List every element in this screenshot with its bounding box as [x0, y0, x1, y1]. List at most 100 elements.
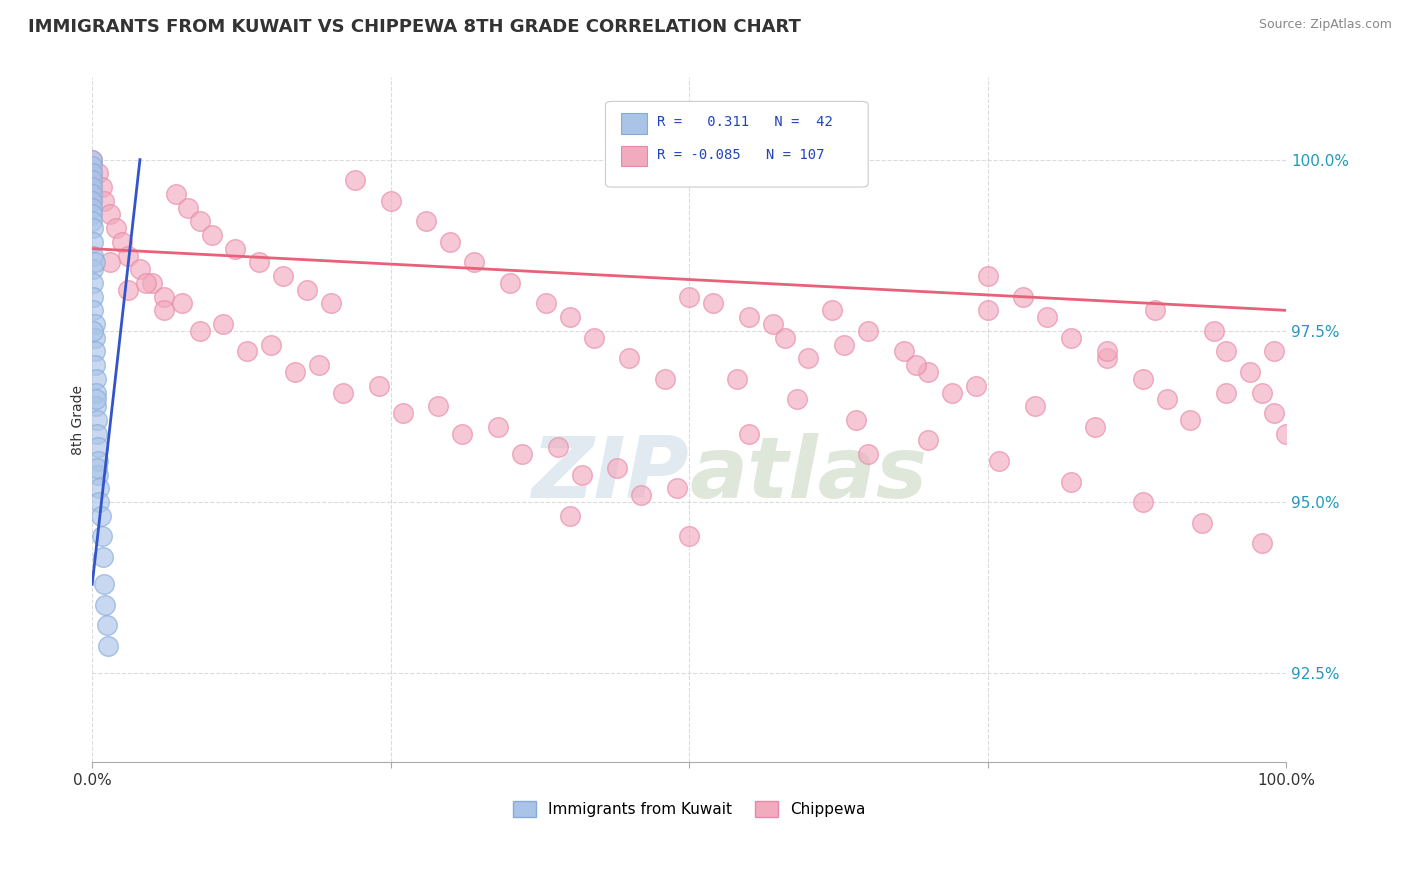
Point	[135, 276, 157, 290]
Point	[82, 166, 104, 180]
Point	[86, 426, 108, 441]
Point	[86, 413, 108, 427]
Point	[98, 255, 121, 269]
Point	[558, 508, 581, 523]
Point	[83, 331, 105, 345]
Point	[558, 310, 581, 325]
Bar	[621, 113, 647, 134]
Point	[111, 235, 134, 249]
Point	[82, 180, 104, 194]
Point	[1132, 495, 1154, 509]
Point	[212, 317, 235, 331]
Point	[367, 378, 389, 392]
Text: atlas: atlas	[689, 434, 927, 516]
Text: R =   0.311   N =  42: R = 0.311 N = 42	[657, 115, 832, 129]
Point	[82, 194, 104, 208]
Point	[117, 283, 139, 297]
Point	[105, 221, 128, 235]
Point	[260, 337, 283, 351]
Point	[87, 454, 110, 468]
Point	[82, 324, 104, 338]
Point	[1024, 399, 1046, 413]
Point	[82, 262, 104, 277]
Point	[83, 344, 105, 359]
Point	[797, 351, 820, 366]
Point	[1204, 324, 1226, 338]
Point	[832, 337, 855, 351]
Point	[319, 296, 342, 310]
Point	[284, 365, 307, 379]
Point	[619, 351, 641, 366]
Point	[1180, 413, 1202, 427]
Point	[82, 248, 104, 262]
Point	[1251, 536, 1274, 550]
Point	[547, 440, 569, 454]
Point	[82, 303, 104, 318]
Point	[1060, 331, 1083, 345]
Point	[84, 392, 107, 407]
Point	[534, 296, 557, 310]
Point	[83, 255, 105, 269]
Point	[86, 461, 108, 475]
Point	[82, 180, 104, 194]
Point	[1263, 344, 1285, 359]
Point	[654, 372, 676, 386]
Point	[98, 207, 121, 221]
Point	[451, 426, 474, 441]
Point	[856, 447, 879, 461]
Point	[332, 385, 354, 400]
Point	[380, 194, 402, 208]
Point	[343, 173, 366, 187]
Point	[725, 372, 748, 386]
Point	[678, 290, 700, 304]
Point	[904, 358, 927, 372]
Point	[821, 303, 844, 318]
Point	[93, 194, 115, 208]
Point	[965, 378, 987, 392]
Point	[1191, 516, 1213, 530]
Point	[486, 419, 509, 434]
Point	[976, 303, 998, 318]
Point	[82, 235, 104, 249]
Point	[82, 221, 104, 235]
Point	[82, 207, 104, 221]
Point	[1012, 290, 1035, 304]
Point	[82, 160, 104, 174]
Point	[1095, 344, 1118, 359]
Point	[606, 461, 628, 475]
Point	[786, 392, 808, 407]
Point	[917, 365, 939, 379]
Point	[90, 529, 112, 543]
Point	[90, 508, 112, 523]
Y-axis label: 8th Grade: 8th Grade	[72, 385, 86, 455]
Point	[1084, 419, 1107, 434]
Point	[82, 276, 104, 290]
Point	[84, 372, 107, 386]
Point	[153, 290, 176, 304]
Point	[1095, 351, 1118, 366]
Point	[571, 467, 593, 482]
Point	[678, 529, 700, 543]
Point	[976, 269, 998, 284]
Point	[153, 303, 176, 318]
Point	[582, 331, 605, 345]
Point	[83, 358, 105, 372]
Point	[188, 214, 211, 228]
Point	[96, 618, 118, 632]
Point	[1251, 385, 1274, 400]
Point	[200, 227, 222, 242]
Point	[439, 235, 461, 249]
Point	[1060, 475, 1083, 489]
Point	[224, 242, 246, 256]
Point	[97, 639, 120, 653]
Point	[271, 269, 294, 284]
Point	[941, 385, 963, 400]
Point	[89, 482, 111, 496]
FancyBboxPatch shape	[606, 102, 868, 187]
Point	[1275, 426, 1298, 441]
Point	[510, 447, 533, 461]
Point	[463, 255, 485, 269]
Point	[87, 467, 110, 482]
Point	[762, 317, 785, 331]
Point	[141, 276, 163, 290]
